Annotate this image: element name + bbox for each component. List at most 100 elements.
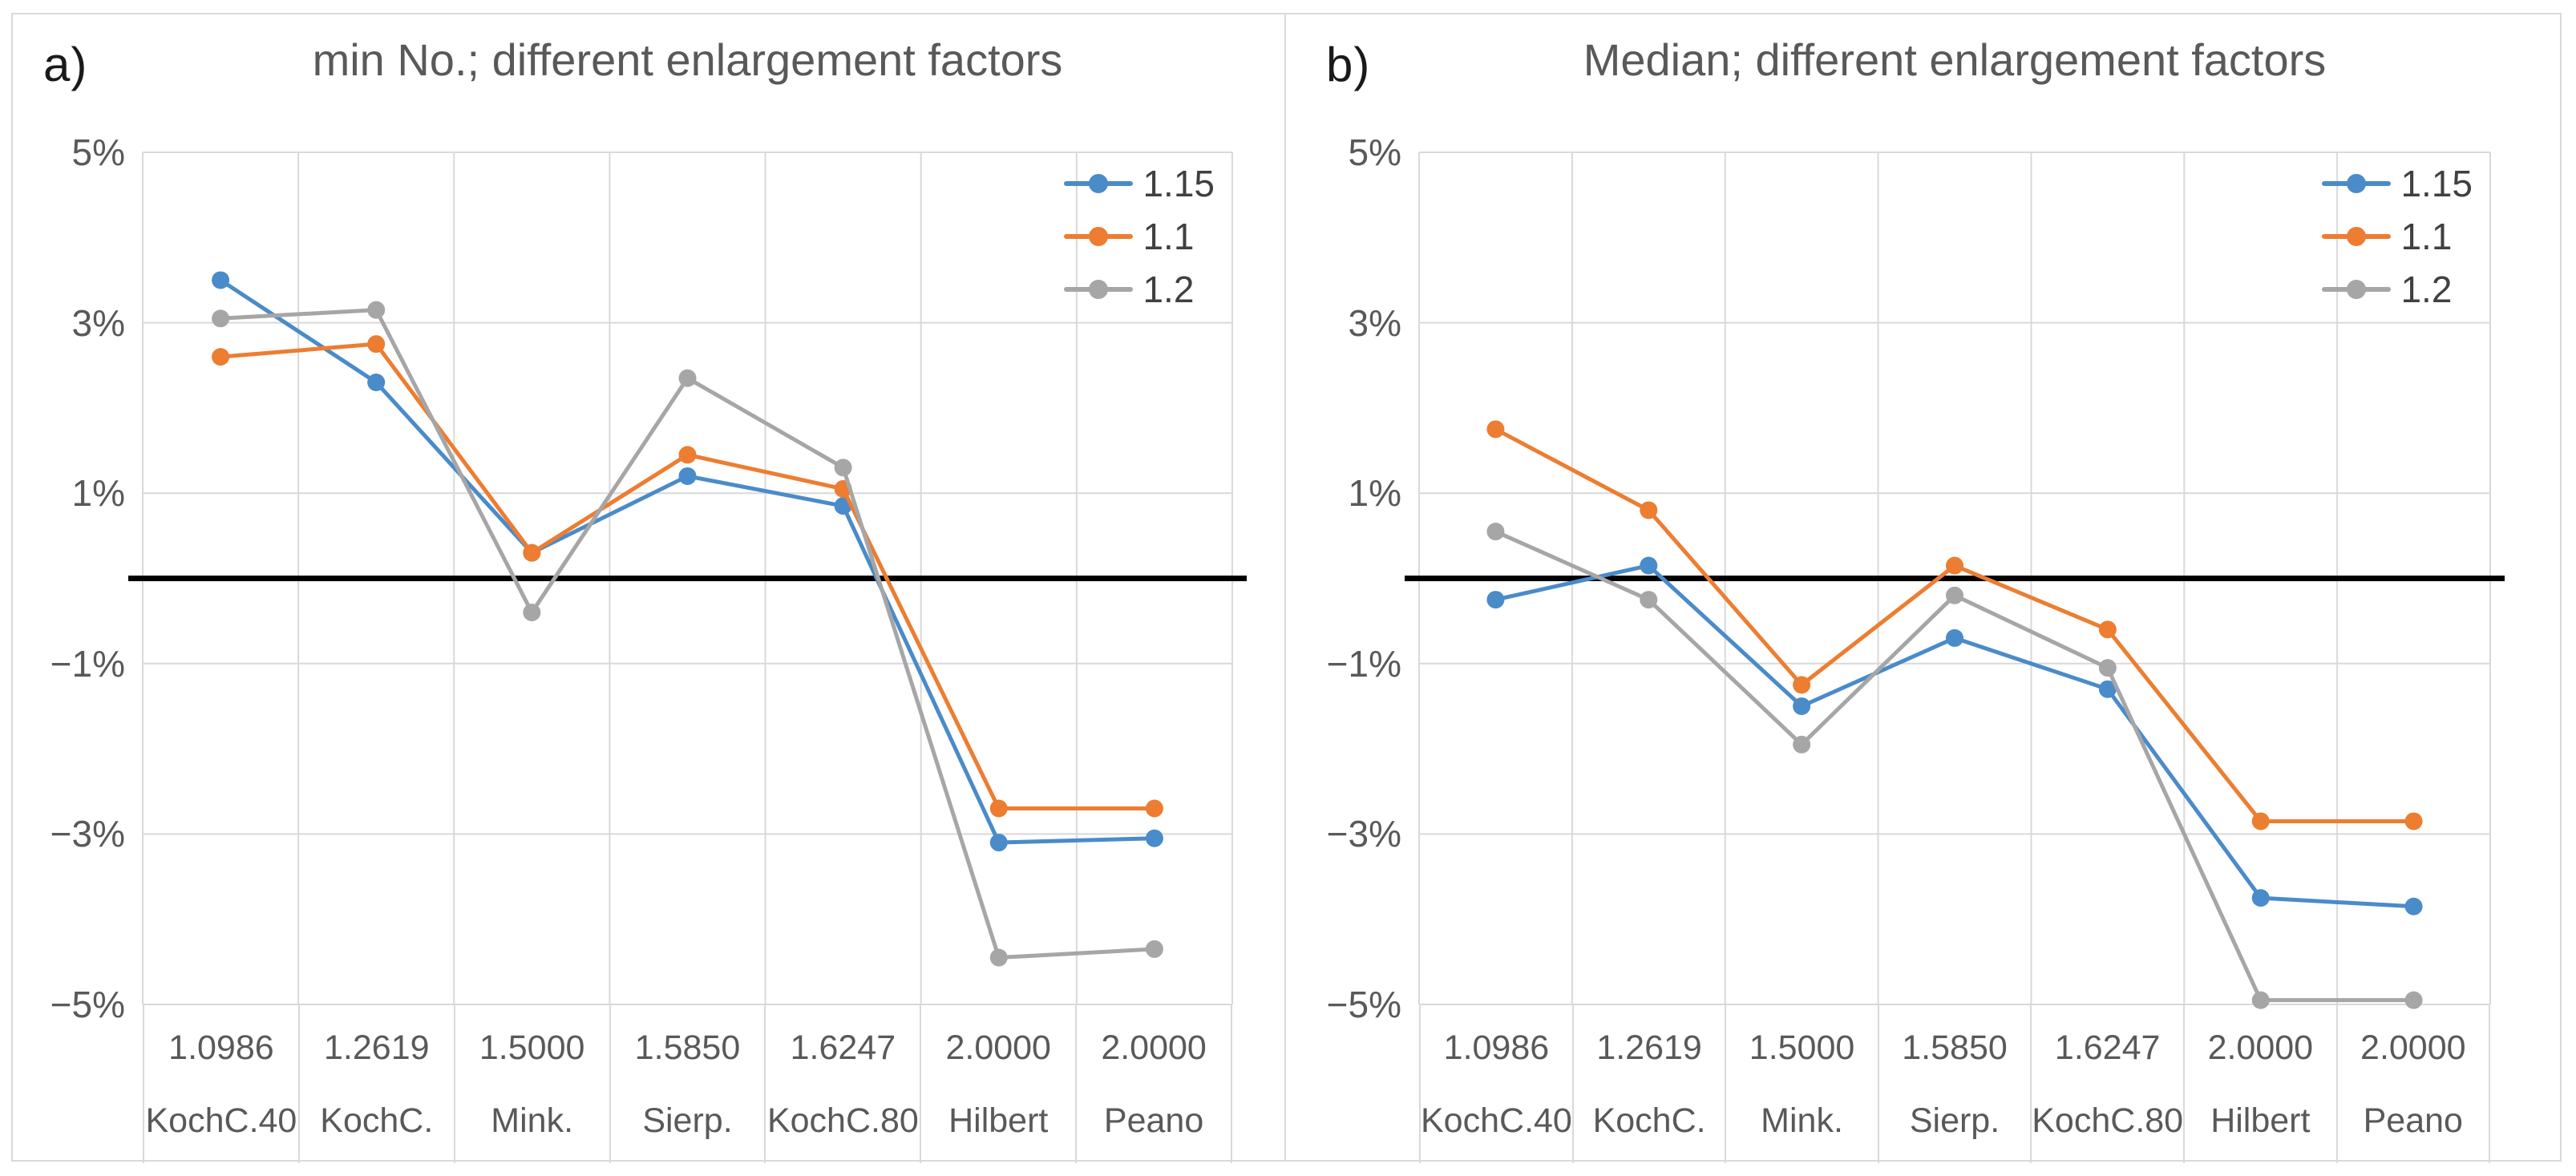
y-tick-label: −3% (50, 813, 125, 855)
data-point-1.15-Mink.[interactable] (1793, 697, 1811, 715)
x-tick-curve-name: Mink. (1761, 1101, 1843, 1140)
x-tick-dimension: 1.5000 (479, 1028, 585, 1067)
legend-line-icon (2322, 174, 2392, 193)
y-tick-label: 5% (71, 131, 125, 173)
data-point-1.1-Peano[interactable] (2404, 812, 2423, 830)
legend-line-icon (1064, 227, 1134, 246)
data-point-1.2-Sierp.[interactable] (678, 369, 697, 387)
x-category-Mink.: 1.5000 Mink. (1725, 1004, 1877, 1163)
data-point-1.1-Sierp.[interactable] (678, 446, 697, 464)
data-point-1.1-Mink.[interactable] (1793, 676, 1811, 694)
x-tick-curve-name: Mink. (491, 1101, 574, 1140)
legend-item-1.15[interactable]: 1.15 (2322, 157, 2473, 210)
legend-line-icon (2322, 227, 2392, 246)
data-point-1.2-Hilbert[interactable] (2251, 991, 2270, 1009)
data-point-1.2-KochC.[interactable] (367, 301, 386, 319)
series-line-1.15[interactable] (1493, 564, 2416, 909)
data-point-1.2-KochC.[interactable] (1640, 591, 1658, 609)
x-category-Sierp.: 1.5850 Sierp. (1877, 1004, 2030, 1163)
data-point-1.15-KochC.40[interactable] (212, 271, 230, 289)
data-point-1.15-KochC.80[interactable] (2098, 680, 2117, 698)
panel-divider (1284, 13, 1286, 1162)
y-tick-label: −1% (50, 642, 125, 685)
data-point-1.15-Peano[interactable] (2404, 897, 2423, 915)
x-category-Hilbert: 2.0000 Hilbert (920, 1004, 1075, 1163)
data-point-1.15-Hilbert[interactable] (2251, 889, 2270, 907)
plot-area: 1.15 1.1 1.2 (128, 152, 1247, 1005)
data-point-1.15-KochC.[interactable] (1640, 556, 1658, 575)
legend-item-1.15[interactable]: 1.15 (1064, 157, 1215, 210)
x-tick-dimension: 1.6247 (2054, 1028, 2161, 1067)
x-tick-dimension: 1.5000 (1749, 1028, 1855, 1067)
data-point-1.2-KochC.40[interactable] (1486, 523, 1505, 541)
data-point-1.15-Hilbert[interactable] (989, 834, 1008, 852)
figure-border (11, 13, 2562, 1162)
legend-item-1.2[interactable]: 1.2 (1064, 263, 1215, 316)
data-point-1.15-Peano[interactable] (1145, 829, 1163, 847)
data-point-1.1-KochC.[interactable] (367, 335, 386, 354)
data-point-1.2-Sierp.[interactable] (1946, 586, 1963, 604)
data-point-1.1-Hilbert[interactable] (989, 799, 1008, 818)
x-category-Hilbert: 2.0000 Hilbert (2183, 1004, 2335, 1163)
data-point-1.1-Hilbert[interactable] (2251, 812, 2270, 830)
data-point-1.2-Peano[interactable] (1145, 940, 1163, 958)
series-line-1.2[interactable] (218, 308, 1157, 960)
x-category-Peano: 2.0000 Peano (2335, 1004, 2491, 1163)
legend-marker-icon (1089, 174, 1109, 193)
data-point-1.2-Hilbert[interactable] (989, 948, 1008, 967)
chart-title: min No.; different enlargement factors (312, 34, 1063, 85)
y-tick-label: −3% (1326, 813, 1401, 855)
x-category-KochC.80: 1.6247 KochC.80 (764, 1004, 920, 1163)
data-point-1.2-KochC.80[interactable] (834, 459, 852, 477)
x-tick-curve-name: KochC.80 (2032, 1101, 2184, 1140)
series-line-1.15[interactable] (218, 277, 1157, 845)
legend-item-1.1[interactable]: 1.1 (1064, 210, 1215, 263)
legend-item-1.2[interactable]: 1.2 (2322, 263, 2473, 316)
legend-label: 1.2 (2400, 269, 2453, 310)
line-chart[interactable] (1405, 152, 2505, 1009)
legend-item-1.1[interactable]: 1.1 (2322, 210, 2473, 263)
legend-label: 1.2 (1142, 269, 1195, 310)
x-category-KochC.40: 1.0986 KochC.40 (1419, 1004, 1572, 1163)
panel-b-median: b) Median; different enlargement factors… (1286, 13, 2563, 1163)
x-category-Sierp.: 1.5850 Sierp. (609, 1004, 765, 1163)
data-point-1.2-Mink.[interactable] (1793, 735, 1811, 754)
y-tick-label: 1% (1348, 472, 1401, 515)
data-point-1.1-KochC.[interactable] (1640, 501, 1658, 519)
x-category-KochC.: 1.2619 KochC. (297, 1004, 454, 1163)
legend-marker-icon (1089, 227, 1109, 246)
data-point-1.2-Mink.[interactable] (523, 604, 541, 622)
x-tick-dimension: 2.0000 (945, 1028, 1051, 1067)
data-point-1.1-Sierp.[interactable] (1946, 556, 1963, 575)
x-category-KochC.: 1.2619 KochC. (1571, 1004, 1725, 1163)
data-point-1.15-Sierp.[interactable] (678, 467, 697, 485)
data-point-1.1-Mink.[interactable] (523, 544, 541, 562)
data-point-1.2-KochC.40[interactable] (212, 309, 230, 328)
x-axis-labels: 1.0986 KochC.40 1.2619 KochC. 1.5000 Mink. 1.5… (143, 1004, 1233, 1163)
data-point-1.1-KochC.40[interactable] (1486, 420, 1505, 438)
data-point-1.1-Peano[interactable] (1145, 799, 1163, 818)
data-point-1.1-KochC.80[interactable] (2098, 620, 2117, 639)
x-category-KochC.80: 1.6247 KochC.80 (2030, 1004, 2183, 1163)
data-point-1.15-KochC.[interactable] (367, 374, 386, 392)
legend-line-icon (2322, 280, 2392, 299)
data-point-1.2-Peano[interactable] (2404, 991, 2423, 1009)
x-tick-curve-name: Hilbert (2210, 1101, 2311, 1140)
y-tick-label: −5% (50, 984, 125, 1025)
legend-marker-icon (2347, 174, 2367, 193)
y-tick-label: −1% (1326, 642, 1401, 685)
y-tick-label: 3% (1348, 301, 1401, 344)
x-tick-curve-name: KochC. (320, 1101, 434, 1140)
y-axis-labels: 5% 3% 1% −1% −3% −5% (1286, 131, 1401, 1025)
x-tick-curve-name: KochC.40 (1421, 1101, 1572, 1140)
series-line-1.1[interactable] (1493, 426, 2416, 823)
data-point-1.15-Sierp.[interactable] (1946, 628, 1963, 647)
data-point-1.15-KochC.40[interactable] (1486, 591, 1505, 609)
y-tick-label: 1% (71, 472, 125, 515)
data-point-1.1-KochC.40[interactable] (212, 348, 230, 366)
data-point-1.2-KochC.80[interactable] (2098, 659, 2117, 677)
legend-marker-icon (2347, 227, 2367, 246)
x-axis-labels: 1.0986 KochC.40 1.2619 KochC. 1.5000 Mink. 1.5… (1419, 1004, 2491, 1163)
line-chart[interactable] (128, 152, 1247, 1005)
